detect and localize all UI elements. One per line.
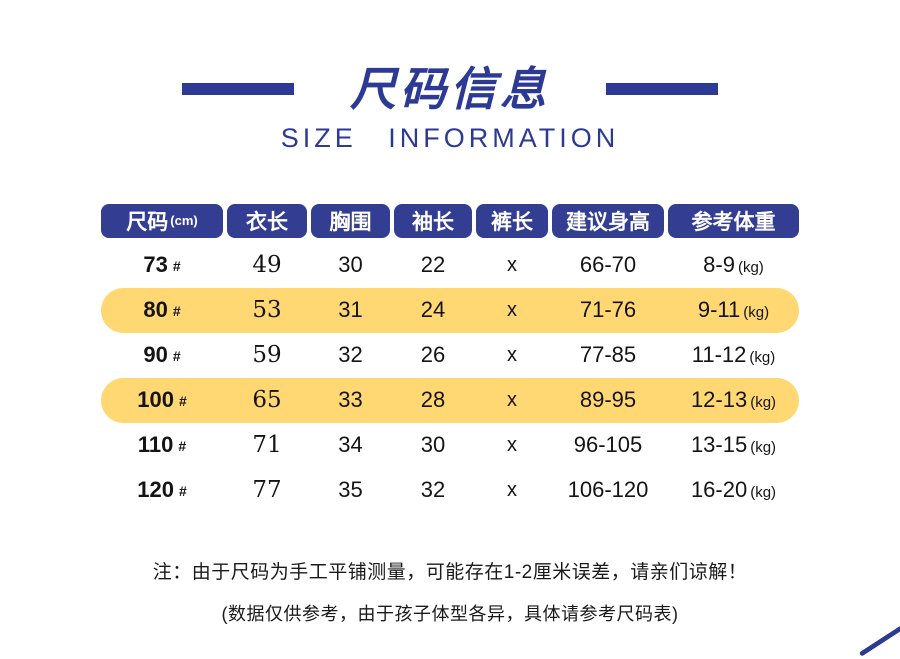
cell-chest: 35 [338, 477, 363, 503]
cell-sleeve: 24 [420, 297, 446, 323]
cell-sleeve: 28 [420, 387, 446, 413]
cell-height: 66-70 [579, 252, 637, 278]
cell-weight: 8-9 (kg) [668, 252, 799, 278]
cell-weight: 16-20 (kg) [668, 477, 799, 503]
size-mark: # [178, 438, 187, 455]
table-row: 110 # 71 34 30 x 96-105 13-15 (kg) [101, 423, 799, 468]
cell-height: 89-95 [579, 387, 637, 413]
column-header-sleeve: 袖长 [394, 203, 472, 238]
cell-chest: 33 [338, 387, 363, 413]
cell-sleeve: 22 [420, 252, 446, 278]
size-value: 100 [137, 387, 174, 413]
cell-pants: x [507, 433, 517, 456]
cell-height: 96-105 [573, 432, 643, 458]
cell-size: 120 # [101, 477, 223, 503]
table-row: 90 # 59 32 26 x 77-85 11-12 (kg) [101, 333, 799, 378]
cell-weight: 9-11 (kg) [668, 297, 799, 323]
table-row: 100 # 65 33 28 x 89-95 12-13 (kg) [101, 377, 799, 423]
weight-unit: (kg) [750, 484, 777, 502]
column-header-pants: 裤长 [476, 203, 548, 238]
column-header-size: 尺码 (cm) [101, 203, 223, 238]
table-row: 73 # 49 30 22 x 66-70 8-9 (kg) [101, 243, 799, 288]
cell-weight: 12-13 (kg) [668, 387, 799, 413]
cell-length: 53 [252, 297, 282, 324]
cell-size: 110 # [101, 432, 223, 458]
weight-value: 9-11 [697, 297, 741, 323]
cell-weight: 13-15 (kg) [668, 432, 799, 458]
size-value: 110 [137, 432, 174, 458]
title-bar-left [182, 83, 294, 96]
size-value: 73 [143, 252, 168, 278]
weight-value: 8-9 [703, 252, 735, 278]
weight-unit: (kg) [743, 304, 770, 322]
cell-pants: x [507, 388, 517, 411]
page-title: 尺码信息 [350, 62, 550, 116]
size-table: 尺码 (cm) 衣长 胸围 袖长 裤长 建议身高 参考体重 73 # 49 30 … [101, 203, 799, 513]
column-title: 尺码 [126, 210, 169, 234]
size-value: 120 [137, 477, 174, 503]
cell-chest: 30 [338, 252, 363, 278]
cell-size: 80 # [101, 297, 223, 323]
size-value: 80 [143, 297, 168, 323]
weight-unit: (kg) [737, 259, 764, 277]
cell-sleeve: 32 [420, 477, 446, 503]
page-subtitle: SIZE INFORMATION [280, 122, 620, 153]
title-section: 尺码信息 [0, 0, 900, 115]
size-mark: # [178, 393, 187, 410]
weight-unit: (kg) [750, 439, 777, 457]
size-mark: # [178, 483, 187, 500]
cell-chest: 31 [338, 297, 363, 323]
cell-pants: x [507, 478, 517, 501]
table-header-row: 尺码 (cm) 衣长 胸围 袖长 裤长 建议身高 参考体重 [101, 203, 799, 238]
size-mark: # [172, 303, 181, 320]
cell-size: 90 # [101, 342, 223, 368]
notes-section: 注：由于尺码为手工平铺测量，可能存在1-2厘米误差，请亲们谅解！ (数据仅供参考… [0, 557, 900, 626]
column-header-height: 建议身高 [552, 203, 664, 238]
note-secondary: (数据仅供参考，由于孩子体型各异，具体请参考尺码表) [221, 603, 679, 624]
table-row: 80 # 53 31 24 x 71-76 9-11 (kg) [101, 287, 799, 333]
corner-decoration [858, 624, 900, 657]
title-bar-right [606, 83, 718, 96]
cell-height: 106-120 [567, 477, 649, 503]
cell-chest: 34 [338, 432, 363, 458]
weight-value: 16-20 [690, 477, 748, 503]
cell-size: 73 # [101, 252, 223, 278]
cell-sleeve: 30 [420, 432, 446, 458]
cell-pants: x [507, 343, 517, 366]
cell-pants: x [507, 298, 517, 321]
weight-value: 12-13 [690, 387, 748, 413]
column-unit: (cm) [170, 213, 198, 229]
cell-height: 71-76 [579, 297, 637, 323]
cell-length: 49 [252, 252, 282, 279]
cell-height: 77-85 [579, 342, 637, 368]
column-header-weight: 参考体重 [668, 203, 799, 238]
cell-size: 100 # [101, 387, 223, 413]
column-header-length: 衣长 [227, 203, 307, 238]
weight-value: 13-15 [690, 432, 748, 458]
cell-sleeve: 26 [420, 342, 446, 368]
weight-unit: (kg) [750, 394, 777, 412]
size-value: 90 [143, 342, 168, 368]
cell-chest: 32 [338, 342, 363, 368]
cell-weight: 11-12 (kg) [668, 342, 799, 368]
cell-pants: x [507, 253, 517, 276]
table-row: 120 # 77 35 32 x 106-120 16-20 (kg) [101, 468, 799, 513]
weight-unit: (kg) [749, 349, 776, 367]
size-mark: # [172, 258, 181, 275]
cell-length: 59 [252, 342, 282, 369]
cell-length: 71 [252, 432, 282, 459]
column-header-chest: 胸围 [311, 203, 390, 238]
size-mark: # [172, 348, 181, 365]
note-primary: 注：由于尺码为手工平铺测量，可能存在1-2厘米误差，请亲们谅解！ [152, 561, 748, 583]
cell-length: 65 [252, 387, 282, 414]
weight-value: 11-12 [691, 342, 747, 368]
cell-length: 77 [252, 477, 282, 504]
